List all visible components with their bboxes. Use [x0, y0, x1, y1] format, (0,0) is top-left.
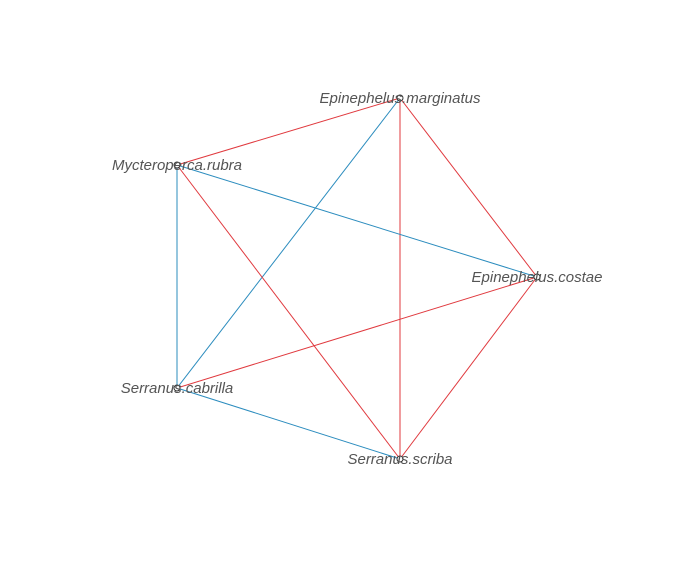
edge-mr-ss [176, 164, 401, 460]
edge-sc-ss [176, 387, 401, 460]
edges-layer [176, 97, 538, 460]
nodes-layer [173, 94, 541, 463]
edge-em-ec [399, 97, 538, 278]
edge-ec-sc [176, 276, 538, 389]
node-ec [533, 273, 541, 281]
node-sc [173, 384, 181, 392]
node-label-ss: Serranus.scriba [347, 451, 452, 468]
edge-em-sc [176, 97, 401, 389]
labels-layer: Epinephelus.marginatus Mycteroperca.rubra… [112, 90, 603, 468]
node-label-mr: Mycteroperca.rubra [112, 157, 242, 174]
node-em [396, 94, 404, 102]
edge-mr-ec [176, 164, 538, 278]
node-label-sc: Serranus.cabrilla [121, 380, 234, 397]
edge-ec-ss [399, 276, 538, 460]
node-label-ec: Epinephelus.costae [472, 269, 603, 286]
node-mr [173, 161, 181, 169]
node-ss [396, 455, 404, 463]
node-label-em: Epinephelus.marginatus [320, 90, 481, 107]
edge-em-mr [176, 97, 401, 166]
